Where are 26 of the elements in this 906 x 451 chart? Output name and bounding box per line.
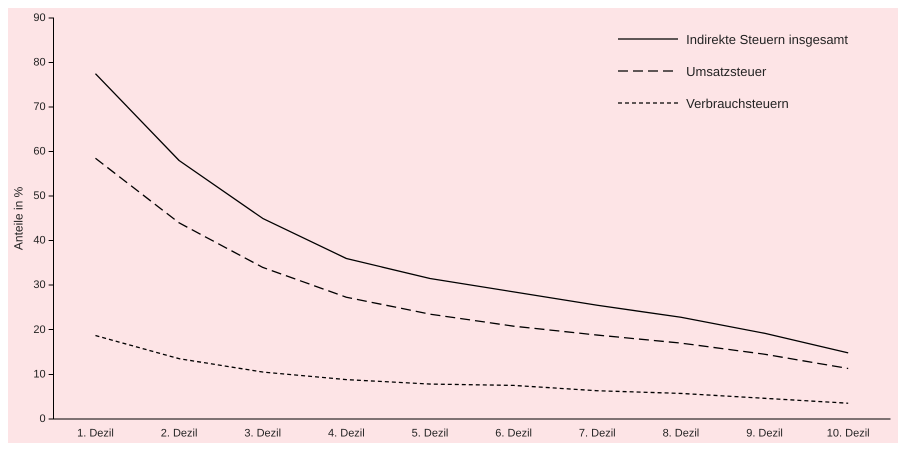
y-tick-label: 50 (33, 190, 46, 202)
x-tick-label: 4. Dezil (328, 427, 365, 440)
y-tick-label: 80 (33, 56, 46, 69)
y-tick-label: 0 (40, 412, 46, 425)
x-tick-label: 9. Dezil (746, 427, 783, 440)
y-axis-title: Anteile in % (12, 186, 26, 250)
y-tick-label: 10 (33, 368, 46, 380)
x-tick-label: 6. Dezil (495, 427, 532, 440)
line-series (94, 158, 849, 370)
x-tick-label: 10. Dezil (826, 427, 870, 440)
legend-label: Verbrauchsteuern (686, 96, 789, 110)
line-series (94, 334, 849, 404)
x-tick-label: 1. Dezil (77, 427, 114, 440)
x-tick-label: 8. Dezil (662, 427, 700, 440)
x-tick-label: 3. Dezil (244, 427, 282, 440)
y-tick-label: 20 (33, 324, 46, 336)
legend-label: Indirekte Steuern insgesamt (686, 32, 848, 46)
x-tick-label: 7. Dezil (578, 427, 616, 440)
y-tick-label: 60 (33, 146, 46, 158)
y-tick-label: 70 (33, 101, 46, 114)
y-tick-label: 30 (33, 279, 46, 292)
x-tick-label: 5. Dezil (412, 427, 448, 440)
y-tick-label: 40 (33, 234, 46, 247)
x-tick-label: 2. Dezil (160, 427, 198, 440)
legend-label: Umsatzsteuer (686, 64, 766, 78)
y-tick-label: 90 (33, 12, 46, 24)
